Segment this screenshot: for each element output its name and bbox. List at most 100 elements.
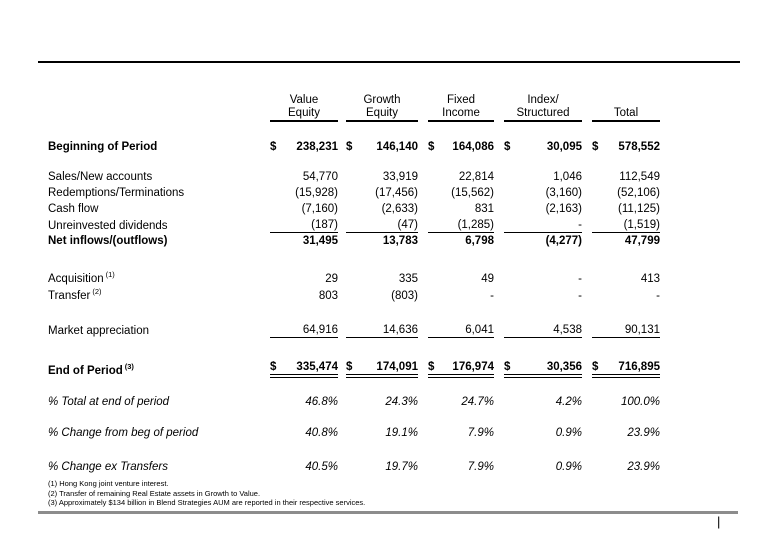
cell-beginning-index-structured: $30,095 — [504, 141, 582, 153]
footnote-1: (1) Hong Kong joint venture interest. — [48, 479, 169, 488]
row-pct-change-ex-transfers: % Change ex Transfers 40.5% 19.7% 7.9% 0… — [48, 440, 660, 474]
bottom-divider-rule — [38, 511, 738, 514]
cell-eop-value-equity: $335,474 — [270, 338, 338, 378]
cell-pctchange-growth-equity: 19.1% — [385, 427, 418, 439]
row-net-inflows-outflows: Net inflows/(outflows) 31,495 13,783 6,7… — [48, 233, 660, 248]
cell-cashflow-value-equity: (7,160) — [301, 203, 338, 215]
column-header-line1: Index/ — [527, 94, 559, 106]
cell-redemptions-index-structured: (3,160) — [545, 187, 582, 199]
cell-eop-index-structured: $30,356 — [504, 338, 582, 378]
currency-symbol: $ — [504, 141, 511, 153]
row-end-of-period: End of Period (3) $335,474 $174,091 $176,… — [48, 338, 660, 378]
column-header-line2: Equity — [288, 107, 320, 119]
row-label: Unreinvested dividends — [48, 220, 168, 232]
cell-market-growth-equity: 14,636 — [346, 303, 418, 338]
currency-symbol: $ — [592, 141, 599, 153]
row-label: Cash flow — [48, 203, 99, 215]
cell-market-fixed-income: 6,041 — [428, 303, 494, 338]
column-header-line1 — [592, 94, 660, 107]
cell-pcttotal-total: 100.0% — [620, 396, 660, 408]
row-sales-new-accounts: Sales/New accounts 54,770 33,919 22,814 … — [48, 154, 660, 184]
row-transfer: Transfer (2) 803 (803) - - - — [48, 286, 660, 303]
cell-net-value-equity: 31,495 — [302, 235, 338, 247]
row-market-appreciation: Market appreciation 64,916 14,636 6,041 … — [48, 303, 660, 338]
footnotes: (1) Hong Kong joint venture interest. (2… — [48, 479, 365, 508]
cell-pctex-value-equity: 40.5% — [305, 461, 338, 473]
cell-beginning-total: $578,552 — [592, 141, 660, 153]
cell-sales-fixed-income: 22,814 — [458, 171, 494, 183]
cell-acquisition-growth-equity: 335 — [398, 273, 418, 285]
footnote-2: (2) Transfer of remaining Real Estate as… — [48, 488, 261, 498]
row-label: % Total at end of period — [48, 396, 170, 408]
cell-pctchange-value-equity: 40.8% — [305, 427, 338, 439]
cell-unreinvested-value-equity: (187) — [270, 216, 338, 233]
cell-pcttotal-fixed-income: 24.7% — [461, 396, 494, 408]
row-label: Net inflows/(outflows) — [48, 235, 168, 247]
cell-transfer-total: - — [656, 290, 660, 302]
header-empty-label-cell — [48, 90, 270, 122]
currency-symbol: $ — [346, 361, 353, 373]
column-header-line2: Total — [613, 107, 639, 119]
cell-transfer-value-equity: 803 — [318, 290, 338, 302]
cell-transfer-growth-equity: (803) — [391, 290, 418, 302]
footnote-3: (3) Approximately $134 billion in Blend … — [48, 498, 366, 507]
cell-unreinvested-growth-equity: (47) — [346, 216, 418, 233]
cell-acquisition-fixed-income: 49 — [481, 273, 494, 285]
cell-cashflow-growth-equity: (2,633) — [381, 203, 418, 215]
cell-acquisition-total: 413 — [640, 273, 660, 285]
cell-redemptions-total: (52,106) — [617, 187, 660, 199]
table-header-row: Value Equity Growth Equity Fixed Income … — [48, 90, 660, 122]
cell-eop-growth-equity: $174,091 — [346, 338, 418, 378]
row-label: Market appreciation — [48, 325, 149, 337]
cell-pctchange-fixed-income: 7.9% — [467, 427, 494, 439]
cell-market-value-equity: 64,916 — [270, 303, 338, 338]
row-label: Transfer (2) — [48, 287, 102, 302]
column-header-value-equity: Value Equity — [270, 90, 338, 122]
row-redemptions-terminations: Redemptions/Terminations (15,928) (17,45… — [48, 184, 660, 200]
cell-pctchange-index-structured: 0.9% — [555, 427, 582, 439]
cell-eop-total: $716,895 — [592, 338, 660, 378]
row-acquisition: Acquisition (1) 29 335 49 - 413 — [48, 248, 660, 286]
column-header-total: Total — [592, 90, 660, 122]
cell-pctex-index-structured: 0.9% — [555, 461, 582, 473]
row-unreinvested-dividends: Unreinvested dividends (187) (47) (1,285… — [48, 216, 660, 233]
column-header-fixed-income: Fixed Income — [428, 90, 494, 122]
page-number-placeholder: | — [717, 514, 721, 529]
cell-pcttotal-index-structured: 4.2% — [555, 396, 582, 408]
row-pct-total-at-end: % Total at end of period 46.8% 24.3% 24.… — [48, 378, 660, 409]
cell-unreinvested-fixed-income: (1,285) — [428, 216, 494, 233]
column-header-line2: Income — [442, 107, 480, 119]
cell-beginning-fixed-income: $164,086 — [428, 141, 494, 153]
row-beginning-of-period: Beginning of Period $238,231 $146,140 $1… — [48, 122, 660, 154]
footnote-ref-1: (1) — [105, 270, 115, 280]
currency-symbol: $ — [346, 141, 353, 153]
cell-market-total: 90,131 — [592, 303, 660, 338]
cell-market-index-structured: 4,538 — [504, 303, 582, 338]
cell-cashflow-fixed-income: 831 — [474, 203, 494, 215]
cell-transfer-index-structured: - — [578, 290, 582, 302]
cell-beginning-value-equity: $238,231 — [270, 141, 338, 153]
cell-net-index-structured: (4,277) — [545, 235, 582, 247]
row-label: Beginning of Period — [48, 141, 158, 153]
cell-sales-value-equity: 54,770 — [302, 171, 338, 183]
column-header-line1: Fixed — [446, 94, 476, 106]
cell-pctex-fixed-income: 7.9% — [467, 461, 494, 473]
footnote-ref-2: (2) — [92, 287, 102, 297]
column-header-line1: Growth — [363, 94, 401, 106]
footnote-ref-3: (3) — [124, 362, 134, 372]
column-header-index-structured: Index/ Structured — [504, 90, 582, 122]
cell-transfer-fixed-income: - — [490, 290, 494, 302]
currency-symbol: $ — [270, 141, 277, 153]
cell-redemptions-fixed-income: (15,562) — [451, 187, 494, 199]
cell-cashflow-index-structured: (2,163) — [545, 203, 582, 215]
cell-acquisition-index-structured: - — [578, 273, 582, 285]
cell-cashflow-total: (11,125) — [618, 203, 660, 215]
cell-pcttotal-value-equity: 46.8% — [305, 396, 338, 408]
cell-redemptions-value-equity: (15,928) — [295, 187, 338, 199]
row-label: % Change from beg of period — [48, 427, 199, 439]
row-label: Redemptions/Terminations — [48, 187, 185, 199]
column-header-line2: Equity — [366, 107, 398, 119]
row-label: Sales/New accounts — [48, 171, 153, 183]
cell-net-fixed-income: 6,798 — [465, 235, 494, 247]
